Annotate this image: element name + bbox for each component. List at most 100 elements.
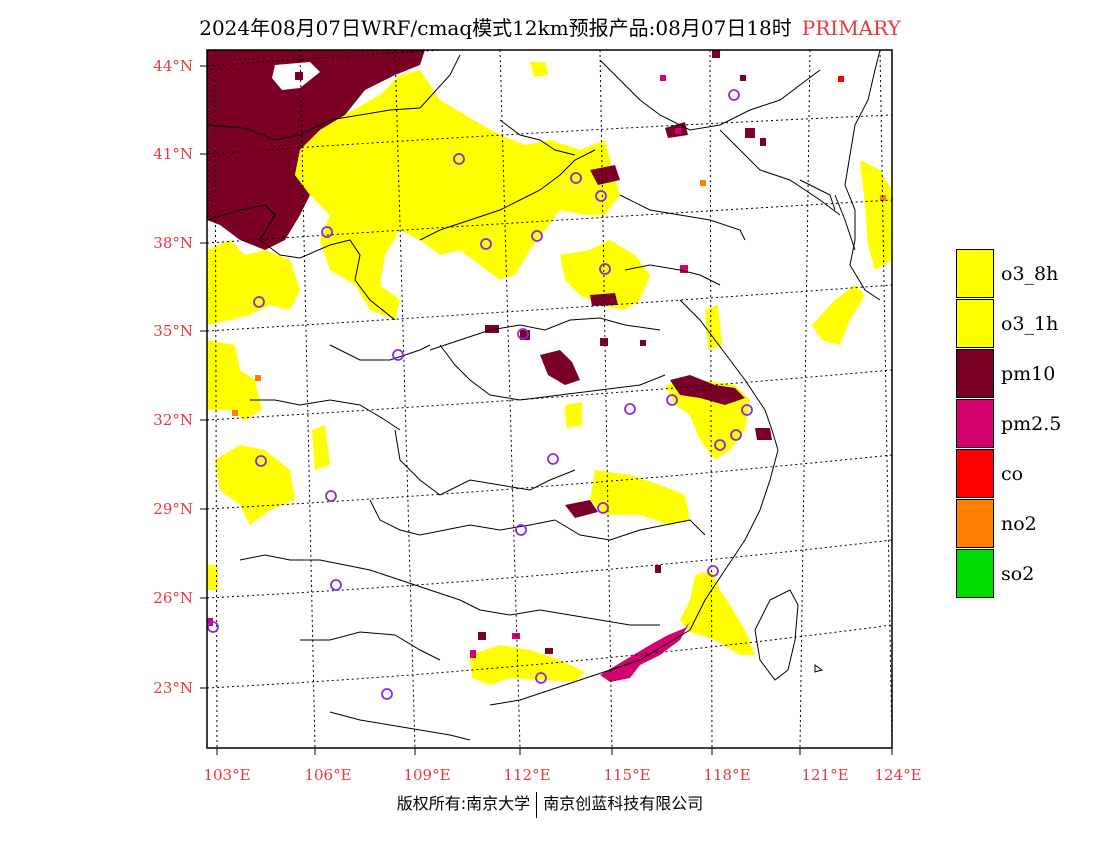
pm10-dot <box>655 565 661 573</box>
ozone-region-e2 <box>705 305 722 350</box>
station-circle <box>535 672 547 684</box>
pm25-dot <box>675 128 681 134</box>
lat-label: 32°N <box>153 411 193 429</box>
pm10-dot <box>760 138 766 146</box>
legend-item-pm25: pm2.5 <box>956 399 1076 449</box>
ozone-region-ne-dot <box>530 62 548 77</box>
station-circle <box>547 453 559 465</box>
lon-label: 103°E <box>203 766 250 784</box>
ozone-region-c1 <box>312 425 330 470</box>
lon-label: 124°E <box>874 766 921 784</box>
legend-item-o3-1h: o3_1h <box>956 299 1076 349</box>
ozone-region-sw <box>215 445 295 525</box>
ozone-region-yellowsea <box>812 285 865 345</box>
lon-label: 115°E <box>603 766 650 784</box>
station-circle <box>517 328 529 340</box>
ozone-region-korea <box>860 160 892 270</box>
station-circle <box>255 455 267 467</box>
copyright-divider <box>536 791 538 818</box>
legend-item-so2: so2 <box>956 549 1076 599</box>
station-circle <box>321 226 333 238</box>
lat-label: 26°N <box>153 589 193 607</box>
boundaries <box>207 50 881 741</box>
ozone-region-central <box>560 240 650 310</box>
legend-label: o3_8h <box>1001 263 1059 285</box>
station-circle <box>207 621 219 633</box>
station-circle <box>595 190 607 202</box>
station-circle <box>480 238 492 250</box>
ozone-region-west-2 <box>207 340 262 420</box>
station-circle <box>381 688 393 700</box>
station-circle <box>253 296 265 308</box>
pm25-region-south-coast <box>600 622 690 682</box>
lat-label: 35°N <box>153 322 193 340</box>
ozone-region-west <box>207 240 300 325</box>
no2-dot <box>700 180 706 186</box>
pm10-region-c4 <box>590 293 618 306</box>
station-circle <box>730 429 742 441</box>
ozone-region-c3 <box>565 402 582 428</box>
station-circle <box>728 89 740 101</box>
lon-label: 109°E <box>403 766 450 784</box>
primary-tag: PRIMARY <box>801 16 901 40</box>
pm10-dot <box>520 330 530 340</box>
lat-label: 29°N <box>153 500 193 518</box>
pm10-dot <box>640 340 646 346</box>
legend-label: no2 <box>1001 513 1037 535</box>
legend-label: pm2.5 <box>1001 413 1062 435</box>
legend-swatch <box>956 349 994 398</box>
station-circle <box>531 230 543 242</box>
legend-swatch <box>956 549 994 598</box>
legend-item-co: co <box>956 449 1076 499</box>
pm25-dot <box>660 75 666 81</box>
station-circle <box>325 490 337 502</box>
station-circle <box>714 439 726 451</box>
station-circle <box>707 565 719 577</box>
station-circle <box>453 153 465 165</box>
station-circle <box>597 502 609 514</box>
pm10-region-c6 <box>590 165 620 185</box>
legend: o3_8h o3_1h pm10 pm2.5 co no2 so2 <box>956 249 1076 599</box>
pm10-dot <box>485 325 499 333</box>
pm10-region-east <box>670 375 745 405</box>
legend-item-o3-8h: o3_8h <box>956 249 1076 299</box>
lon-label: 118°E <box>703 766 750 784</box>
pm10-region-northwest <box>207 50 425 250</box>
legend-swatch <box>956 249 994 298</box>
map-title: 2024年08月07日WRF/cmaq模式12km预报产品:08月07日18时 P… <box>0 12 1100 41</box>
pm10-dot <box>600 338 608 346</box>
no2-dot <box>255 375 261 381</box>
pm10-dot <box>478 632 486 640</box>
pm25-dot <box>470 650 476 658</box>
lon-label: 121°E <box>801 766 848 784</box>
title-text: 2024年08月07日WRF/cmaq模式12km预报产品:08月07日18时 <box>199 16 792 40</box>
map-frame <box>206 49 893 749</box>
co-dot <box>838 76 844 82</box>
legend-label: pm10 <box>1001 363 1056 385</box>
legend-swatch <box>956 299 994 348</box>
pm10-region-c5 <box>755 428 772 440</box>
station-circle <box>330 579 342 591</box>
station-circle <box>570 172 582 184</box>
graticule <box>207 50 892 748</box>
lat-label: 23°N <box>153 679 193 697</box>
legend-item-no2: no2 <box>956 499 1076 549</box>
lat-label: 38°N <box>153 234 193 252</box>
pm10-region-central <box>540 350 580 385</box>
ozone-region-taiwan-strait <box>680 570 755 655</box>
copyright-right: 南京创蓝科技有限公司 <box>543 794 704 813</box>
lon-label: 106°E <box>304 766 351 784</box>
lat-label: 44°N <box>153 57 193 75</box>
station-circle <box>666 394 678 406</box>
no2-dot <box>232 410 238 416</box>
legend-item-pm10: pm10 <box>956 349 1076 399</box>
station-circle <box>624 403 636 415</box>
legend-label: o3_1h <box>1001 313 1059 335</box>
pm10-region-c3 <box>565 500 598 518</box>
copyright: 版权所有:南京大学 南京创蓝科技有限公司 <box>0 790 1100 818</box>
station-markers <box>207 89 753 700</box>
legend-swatch <box>956 449 994 498</box>
ozone-region-north <box>295 70 620 320</box>
pm10-dot <box>745 128 755 138</box>
